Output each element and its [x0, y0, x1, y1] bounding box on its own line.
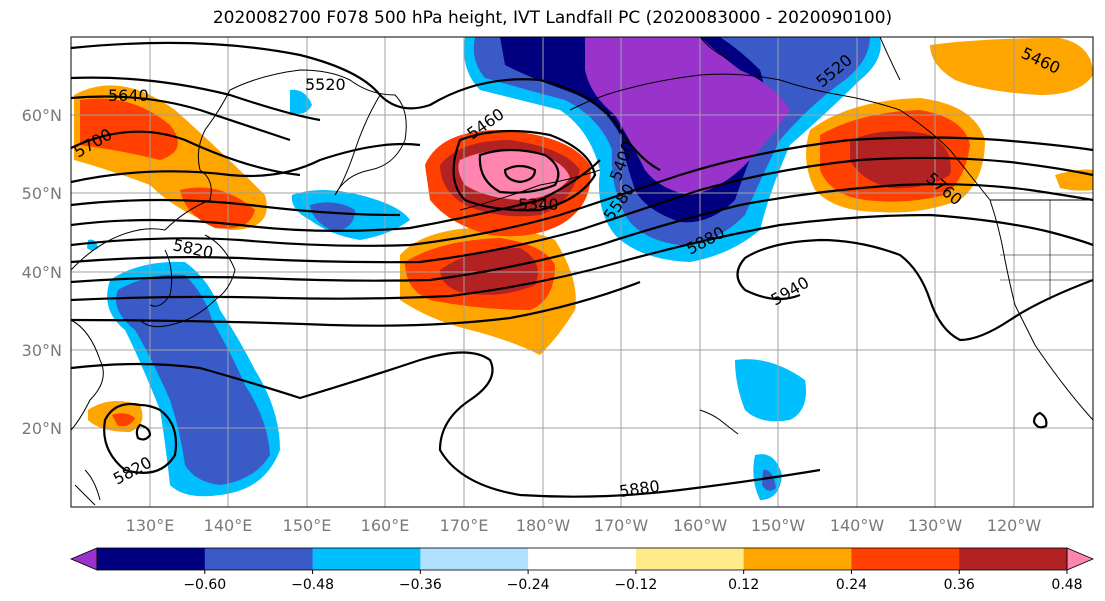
contour-label: 5520: [305, 75, 346, 94]
longitude-label: 170°E: [440, 516, 489, 535]
graticule-lines: [71, 37, 1093, 507]
negative-anomaly-region: [310, 202, 355, 232]
contour-label: 5640: [108, 86, 149, 105]
height-contour: [478, 148, 560, 194]
colorbar-tick-label: 0.36: [944, 577, 975, 593]
height-contour: [71, 76, 321, 122]
negative-anomaly-region: [585, 37, 790, 195]
longitude-label: 170°W: [594, 516, 649, 535]
longitude-label: 130°E: [126, 516, 175, 535]
map-frame: [70, 36, 1094, 508]
chart-title: 2020082700 F078 500 hPa height, IVT Land…: [212, 8, 893, 28]
latitude-label: 60°N: [22, 106, 62, 125]
height-contour: [71, 156, 1093, 264]
longitude-label: 140°E: [204, 516, 253, 535]
latitude-label: 50°N: [22, 184, 62, 203]
negative-anomaly-region: [735, 359, 806, 422]
longitude-label: 120°W: [987, 516, 1042, 535]
height-contour: [71, 183, 1093, 284]
colorbar-outline: [96, 547, 1068, 571]
height-contour: [71, 41, 661, 171]
positive-anomaly-region: [112, 413, 135, 427]
colorbar-swatch: [204, 548, 314, 570]
colorbar-tick-label: 0.24: [836, 577, 867, 593]
height-contours: [71, 41, 1093, 498]
longitude-label: 150°E: [283, 516, 332, 535]
longitude-label: 140°W: [830, 516, 885, 535]
height-contour: [103, 402, 178, 474]
colorbar-extension-high: [1066, 547, 1095, 571]
longitude-label: 150°W: [751, 516, 806, 535]
height-contour: [71, 136, 1093, 247]
coastline-china: [71, 319, 104, 431]
height-contour: [452, 129, 597, 212]
height-contour: [503, 164, 537, 184]
positive-anomaly-region: [1055, 169, 1093, 191]
negative-anomaly-region: [116, 274, 270, 485]
colorbar-tick-label: −0.60: [183, 577, 226, 593]
map-panel: 5640 5520 5700 5460 5400 5520 5460 5340 …: [71, 37, 1093, 507]
height-contour: [71, 198, 401, 217]
height-contour: [71, 95, 291, 142]
height-contour: [71, 213, 1093, 302]
colorbar-tick-label: 0.12: [728, 577, 759, 593]
colorbar-swatch: [743, 548, 852, 570]
positive-anomaly-region: [180, 187, 255, 229]
colorbar-swatch: [959, 548, 1068, 570]
latitude-label: 40°N: [22, 263, 62, 282]
coastline-korea: [149, 249, 173, 307]
colorbar-tick-label: −0.12: [614, 577, 657, 593]
height-contour: [135, 423, 152, 441]
colorbar-swatch: [420, 548, 529, 570]
longitude-axis: 130°E 140°E 150°E 160°E 170°E 180°W 170°…: [126, 516, 1042, 535]
colorbar-swatch: [528, 548, 637, 570]
longitude-label: 160°W: [673, 516, 728, 535]
longitude-label: 160°E: [361, 516, 410, 535]
height-contour: [71, 351, 821, 498]
positive-anomaly-region: [850, 131, 951, 189]
colorbar-tick-label: −0.48: [291, 577, 334, 593]
colorbar-tick-label: −0.24: [507, 577, 550, 593]
colorbar-swatch: [97, 548, 206, 570]
height-contour: [71, 142, 421, 184]
coastline-hawaii: [699, 409, 739, 435]
coastline-philippines: [74, 469, 101, 506]
latitude-axis: 60°N 50°N 40°N 30°N 20°N: [22, 106, 62, 438]
state-borders: [1000, 200, 1093, 300]
coastline-asia: [71, 69, 407, 271]
colorbar-tick-label: −0.36: [399, 577, 442, 593]
height-contour: [1032, 411, 1048, 429]
colorbar-swatch: [635, 548, 745, 570]
longitude-label: 180°W: [516, 516, 571, 535]
colorbar-extension-low: [69, 547, 98, 571]
height-contour: [71, 130, 301, 177]
longitude-label: 130°W: [908, 516, 963, 535]
latitude-label: 30°N: [22, 341, 62, 360]
height-contour: [736, 238, 1093, 342]
positive-anomaly-region: [930, 38, 1093, 95]
coastline-arctic: [699, 37, 901, 81]
colorbar-swatch: [851, 548, 960, 570]
contour-label: 5340: [518, 195, 559, 214]
negative-anomaly-region: [762, 469, 776, 491]
height-contour: [71, 159, 601, 232]
colorbar-swatch: [312, 548, 421, 570]
positive-anomaly-region: [458, 149, 570, 200]
colorbar: −0.60 −0.48 −0.36 −0.24 −0.12 0.12 0.24 0.36 0.4…: [69, 547, 1095, 593]
height-contour: [71, 280, 641, 327]
colorbar-tick-label: 0.48: [1051, 577, 1082, 593]
positive-anomaly-region: [80, 98, 178, 160]
latitude-label: 20°N: [22, 419, 62, 438]
coastline-alaska: [569, 73, 991, 201]
